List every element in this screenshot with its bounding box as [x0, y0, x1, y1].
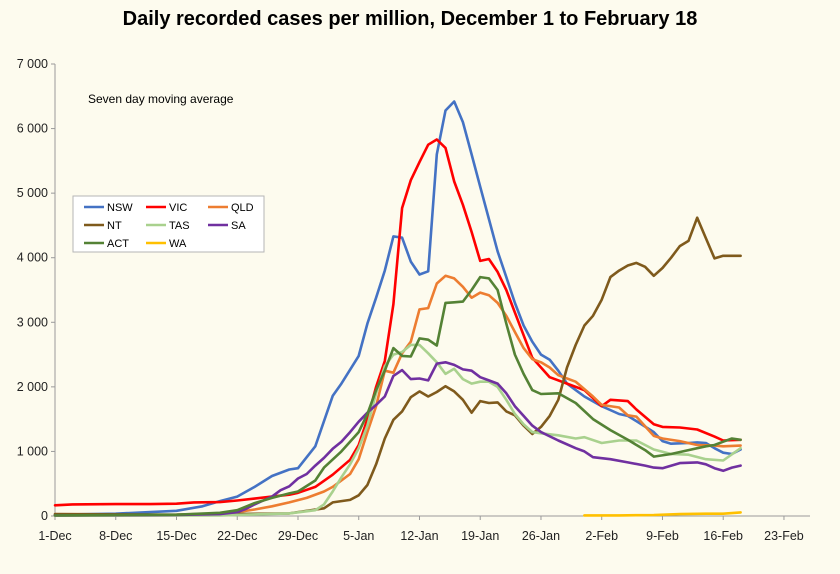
series-lines [53, 100, 742, 518]
legend-label-nt: NT [107, 220, 122, 232]
series-line-vic [53, 138, 742, 507]
y-tick-label: 7 000 [17, 57, 48, 71]
legend-label-wa: WA [169, 238, 187, 250]
legend-label-tas: TAS [169, 220, 190, 232]
x-tick-label: 26-Jan [522, 529, 560, 543]
x-tick-label: 12-Jan [400, 529, 438, 543]
series-line-nsw [53, 100, 742, 517]
series-line-qld [53, 274, 742, 517]
x-tick-label: 16-Feb [703, 529, 743, 543]
legend: NSW VIC QLD NT TAS SA ACT WA [72, 195, 265, 253]
x-tick-label: 15-Dec [156, 529, 196, 543]
legend-label-qld: QLD [231, 202, 254, 214]
x-tick-label: 22-Dec [217, 529, 257, 543]
legend-label-vic: VIC [169, 202, 187, 214]
x-tick-label: 1-Dec [38, 529, 71, 543]
y-tick-label: 4 000 [17, 251, 48, 265]
series-line-act [53, 275, 742, 517]
legend-items: NSW VIC QLD NT TAS SA ACT WA [84, 202, 254, 250]
x-tick-label: 2-Feb [585, 529, 618, 543]
x-axis-ticks: 1-Dec 8-Dec 15-Dec 22-Dec 29-Dec 5-Jan 12-Jan 1… [38, 516, 804, 543]
y-tick-label: 5 000 [17, 186, 48, 200]
y-tick-label: 6 000 [17, 122, 48, 136]
x-tick-label: 23-Feb [764, 529, 804, 543]
x-tick-label: 5-Jan [343, 529, 374, 543]
legend-label-sa: SA [231, 220, 246, 232]
y-tick-label: 0 [41, 509, 48, 523]
series-line-wa [583, 511, 742, 517]
y-axis-ticks: 0 1 000 2 000 3 000 4 000 5 000 6 000 7 000 [17, 57, 55, 523]
x-tick-label: 9-Feb [646, 529, 679, 543]
x-tick-label: 8-Dec [99, 529, 132, 543]
legend-box [72, 195, 265, 253]
series-line-sa [53, 360, 742, 517]
series-line-tas [53, 343, 742, 518]
y-tick-label: 2 000 [17, 380, 48, 394]
legend-label-act: ACT [107, 238, 129, 250]
legend-label-nsw: NSW [107, 202, 133, 214]
chart-title: Daily recorded cases per million, Decemb… [122, 8, 698, 30]
x-tick-label: 19-Jan [461, 529, 499, 543]
y-tick-label: 3 000 [17, 315, 48, 329]
chart-annotation: Seven day moving average [88, 92, 234, 106]
axes: 0 1 000 2 000 3 000 4 000 5 000 6 000 7 000 1-D… [17, 57, 810, 543]
x-tick-label: 29-Dec [278, 529, 318, 543]
y-tick-label: 1 000 [17, 444, 48, 458]
